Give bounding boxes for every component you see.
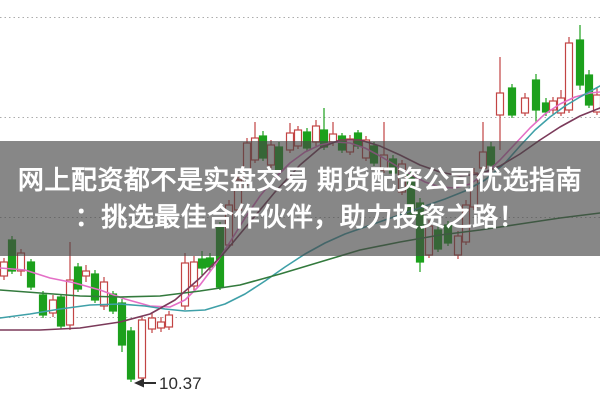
candle-body-down bbox=[126, 330, 136, 380]
headline-line-1: 网上配资都不是实盘交易 期货配资公司优选指南 bbox=[17, 165, 583, 195]
left-arrow-icon bbox=[134, 378, 144, 388]
candle-body-up bbox=[81, 270, 91, 277]
candle-body-up bbox=[164, 314, 174, 328]
headline-line-2: ：挑选最佳合作伙伴，助力投资之路！ bbox=[74, 202, 526, 232]
candle-body-up bbox=[564, 42, 574, 111]
candle-body-down bbox=[26, 261, 36, 288]
candle-body-up bbox=[147, 317, 157, 330]
low-annotation-group: 10.37 bbox=[134, 374, 202, 393]
candle-body-up bbox=[520, 97, 530, 114]
candle-body-down bbox=[197, 258, 207, 269]
candle-body-down bbox=[531, 79, 541, 111]
candle-body-down bbox=[507, 87, 517, 116]
candle-body-up bbox=[156, 321, 166, 329]
headline-banner: 网上配资都不是实盘交易 期货配资公司优选指南 ：挑选最佳合作伙伴，助力投资之路！ bbox=[0, 141, 600, 256]
candle-body-down bbox=[117, 302, 127, 346]
candle-body-down bbox=[73, 266, 83, 290]
candle-body-down bbox=[541, 102, 551, 113]
candle-body-up bbox=[99, 281, 109, 307]
candle-body-up bbox=[48, 299, 58, 314]
low-price-label: 10.37 bbox=[159, 374, 202, 393]
candle-body-up bbox=[137, 319, 147, 379]
candle-body-down bbox=[56, 296, 66, 327]
candle-body-up bbox=[495, 92, 505, 116]
candle-body-up bbox=[189, 261, 199, 287]
candle-body-up bbox=[180, 262, 190, 307]
candle-body-down bbox=[575, 39, 585, 86]
candle-body-up bbox=[65, 279, 75, 326]
candle-body-down bbox=[38, 294, 48, 316]
candle-body-up bbox=[592, 94, 600, 113]
candle-body-up bbox=[311, 125, 321, 143]
